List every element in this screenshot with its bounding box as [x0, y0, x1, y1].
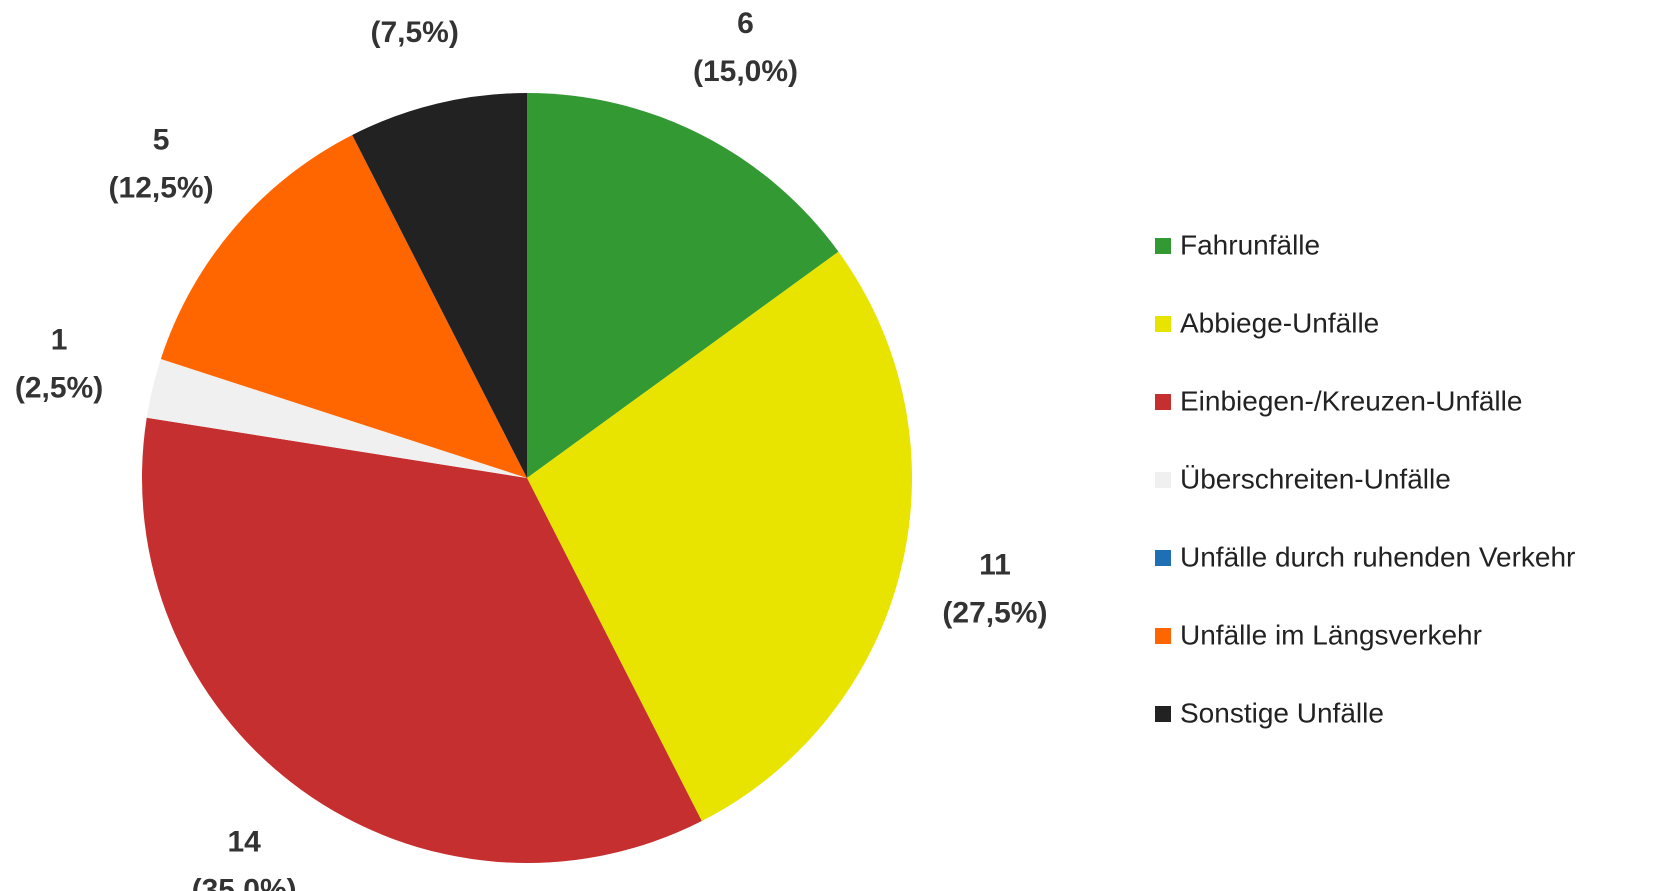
legend-swatch: [1155, 238, 1171, 254]
legend-swatch: [1155, 706, 1171, 722]
legend-label: Fahrunfälle: [1180, 229, 1320, 260]
percent-label: (35,0%): [192, 873, 297, 891]
legend-swatch: [1155, 394, 1171, 410]
percent-label: (2,5%): [15, 372, 103, 405]
legend-swatch: [1155, 550, 1171, 566]
percent-label: (27,5%): [942, 596, 1047, 629]
value-label: 5: [153, 123, 170, 156]
percent-label: (12,5%): [109, 171, 214, 204]
legend-label: Einbiegen-/Kreuzen-Unfälle: [1180, 385, 1522, 416]
legend-swatch: [1155, 316, 1171, 332]
legend-swatch: [1155, 628, 1171, 644]
value-label: 14: [227, 825, 261, 858]
legend-label: Sonstige Unfälle: [1180, 697, 1384, 728]
pie-slice: [527, 93, 839, 478]
legend-label: Überschreiten-Unfälle: [1180, 463, 1451, 494]
pie-slice: [142, 417, 702, 863]
legend-label: Abbiege-Unfälle: [1180, 307, 1379, 338]
pie-slice: [527, 251, 912, 822]
legend-label: Unfälle durch ruhenden Verkehr: [1180, 541, 1575, 572]
percent-label: (15,0%): [693, 55, 798, 88]
pie-slice: [352, 93, 527, 478]
legend-swatch: [1155, 472, 1171, 488]
pie-slice: [146, 359, 527, 478]
percent-label: (7,5%): [370, 16, 458, 49]
value-label: 6: [737, 7, 754, 40]
value-label: 3: [406, 0, 423, 1]
legend-label: Unfälle im Längsverkehr: [1180, 619, 1482, 650]
value-label: 11: [979, 548, 1011, 581]
pie-slice: [160, 134, 527, 478]
value-label: 1: [51, 324, 68, 357]
